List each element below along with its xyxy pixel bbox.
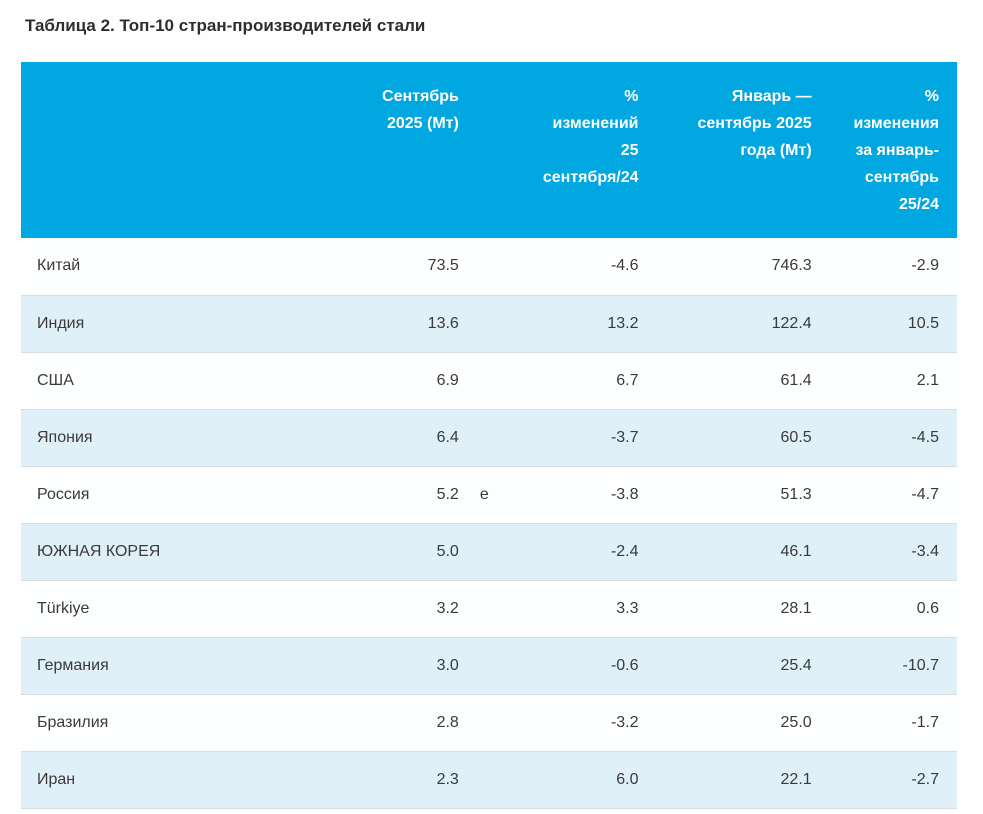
cell-value: 73.5 bbox=[427, 257, 459, 275]
cell-pct-change-sep: -3.8 bbox=[476, 466, 657, 524]
cell-jan-sep-2025: 122.4 bbox=[656, 295, 830, 353]
cell-pct-change-sep: 6.7 bbox=[476, 352, 657, 410]
cell-pct-change-sep: 6.0 bbox=[476, 751, 657, 809]
cell-sep-2025: 6.9 bbox=[297, 352, 477, 410]
cell-country: Индия bbox=[21, 295, 298, 353]
cell-country: Türkiye bbox=[21, 580, 298, 638]
cell-sep-2025: 5.2 е bbox=[297, 466, 489, 524]
cell-sep-2025: 2.3 bbox=[297, 751, 477, 809]
cell-pct-change-jan-sep: -2.7 bbox=[829, 751, 957, 809]
cell-pct-change-jan-sep: -2.9 bbox=[829, 238, 957, 296]
cell-pct-change-jan-sep: 10.5 bbox=[829, 295, 957, 353]
cell-pct-change-jan-sep: 2.1 bbox=[829, 352, 957, 410]
cell-sep-2025: 5.0 bbox=[297, 523, 477, 581]
cell-jan-sep-2025: 61.4 bbox=[656, 352, 830, 410]
table-row: ЮЖНАЯ КОРЕЯ 5.0 -2.4 46.1 -3.4 bbox=[21, 523, 957, 581]
cell-jan-sep-2025: 60.5 bbox=[656, 409, 830, 467]
cell-sep-2025: 2.8 bbox=[297, 694, 477, 752]
cell-sep-2025: 13.6 bbox=[297, 295, 477, 353]
cell-country: Япония bbox=[21, 409, 298, 467]
table-row: Россия 5.2 е -3.8 51.3 -4.7 bbox=[21, 466, 957, 524]
table-row: Иран 2.3 6.0 22.1 -2.7 bbox=[21, 751, 957, 809]
cell-pct-change-jan-sep: -3.4 bbox=[829, 523, 957, 581]
header-pct-change-jan-sep: % изменения за январь- сентябрь 25/24 bbox=[829, 62, 957, 238]
cell-jan-sep-2025: 746.3 bbox=[656, 238, 830, 296]
steel-producers-table: Сентябрь 2025 (Мт) % изменений 25 сентяб… bbox=[21, 62, 957, 809]
cell-country: ЮЖНАЯ КОРЕЯ bbox=[21, 523, 298, 581]
cell-sep-2025: 3.2 bbox=[297, 580, 477, 638]
cell-jan-sep-2025: 28.1 bbox=[656, 580, 830, 638]
cell-country: США bbox=[21, 352, 298, 410]
cell-pct-change-sep: -0.6 bbox=[476, 637, 657, 695]
header-row: Сентябрь 2025 (Мт) % изменений 25 сентяб… bbox=[21, 62, 957, 238]
cell-value: 3.2 bbox=[436, 599, 459, 617]
cell-pct-change-jan-sep: -1.7 bbox=[829, 694, 957, 752]
cell-jan-sep-2025: 51.3 bbox=[656, 466, 830, 524]
cell-sep-2025: 3.0 bbox=[297, 637, 477, 695]
cell-jan-sep-2025: 46.1 bbox=[656, 523, 830, 581]
table-row: Япония 6.4 -3.7 60.5 -4.5 bbox=[21, 409, 957, 467]
cell-pct-change-sep: 13.2 bbox=[476, 295, 657, 353]
cell-value: 2.8 bbox=[436, 713, 459, 731]
cell-pct-change-sep: 3.3 bbox=[476, 580, 657, 638]
cell-value: 5.0 bbox=[436, 542, 459, 560]
cell-pct-change-sep: -3.7 bbox=[476, 409, 657, 467]
cell-country: Германия bbox=[21, 637, 298, 695]
cell-value: 6.9 bbox=[436, 371, 459, 389]
table-body: Китай 73.5 -4.6 746.3 -2.9 Индия 13.6 13… bbox=[21, 238, 957, 809]
table-row: США 6.9 6.7 61.4 2.1 bbox=[21, 352, 957, 410]
cell-jan-sep-2025: 22.1 bbox=[656, 751, 830, 809]
header-sep-2025: Сентябрь 2025 (Мт) bbox=[297, 62, 477, 238]
header-country bbox=[21, 62, 298, 238]
cell-pct-change-sep: -4.6 bbox=[476, 238, 657, 296]
cell-value: 6.4 bbox=[436, 428, 459, 446]
header-pct-change-sep: % изменений 25 сентября/24 bbox=[476, 62, 657, 238]
cell-pct-change-jan-sep: 0.6 bbox=[829, 580, 957, 638]
cell-jan-sep-2025: 25.0 bbox=[656, 694, 830, 752]
cell-pct-change-jan-sep: -10.7 bbox=[829, 637, 957, 695]
cell-value: 3.0 bbox=[436, 656, 459, 674]
cell-value: 5.2 bbox=[436, 485, 459, 503]
cell-sep-2025: 6.4 bbox=[297, 409, 477, 467]
cell-pct-change-sep: -3.2 bbox=[476, 694, 657, 752]
cell-value: 13.6 bbox=[427, 314, 459, 332]
cell-jan-sep-2025: 25.4 bbox=[656, 637, 830, 695]
table-row: Türkiye 3.2 3.3 28.1 0.6 bbox=[21, 580, 957, 638]
page-title: Таблица 2. Топ-10 стран-производителей с… bbox=[25, 16, 426, 35]
header-jan-sep-2025: Январь — сентябрь 2025 года (Мт) bbox=[656, 62, 830, 238]
table-header: Сентябрь 2025 (Мт) % изменений 25 сентяб… bbox=[21, 62, 957, 238]
cell-country: Бразилия bbox=[21, 694, 298, 752]
cell-value: 2.3 bbox=[436, 770, 459, 788]
cell-country: Китай bbox=[21, 238, 298, 296]
table-row: Германия 3.0 -0.6 25.4 -10.7 bbox=[21, 637, 957, 695]
cell-sep-2025: 73.5 bbox=[297, 238, 477, 296]
cell-pct-change-jan-sep: -4.5 bbox=[829, 409, 957, 467]
table-row: Бразилия 2.8 -3.2 25.0 -1.7 bbox=[21, 694, 957, 752]
cell-country: Иран bbox=[21, 751, 298, 809]
cell-country: Россия bbox=[21, 466, 298, 524]
cell-pct-change-sep: -2.4 bbox=[476, 523, 657, 581]
table-row: Индия 13.6 13.2 122.4 10.5 bbox=[21, 295, 957, 353]
cell-pct-change-jan-sep: -4.7 bbox=[829, 466, 957, 524]
table-row: Китай 73.5 -4.6 746.3 -2.9 bbox=[21, 238, 957, 296]
